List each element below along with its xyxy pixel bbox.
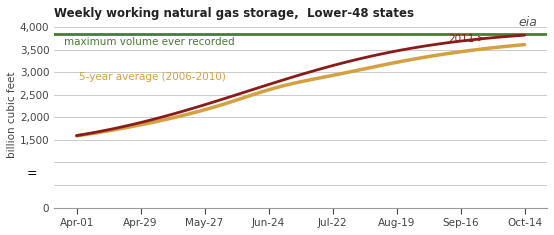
Text: =: = bbox=[27, 167, 37, 180]
Text: 5-year average (2006-2010): 5-year average (2006-2010) bbox=[79, 72, 225, 82]
Text: maximum volume ever recorded: maximum volume ever recorded bbox=[64, 37, 235, 47]
Y-axis label: billion cubic feet: billion cubic feet bbox=[7, 72, 17, 158]
Text: Weekly working natural gas storage,  Lower-48 states: Weekly working natural gas storage, Lowe… bbox=[54, 7, 414, 20]
Text: 2011: 2011 bbox=[449, 34, 483, 44]
Text: eia: eia bbox=[519, 16, 537, 29]
